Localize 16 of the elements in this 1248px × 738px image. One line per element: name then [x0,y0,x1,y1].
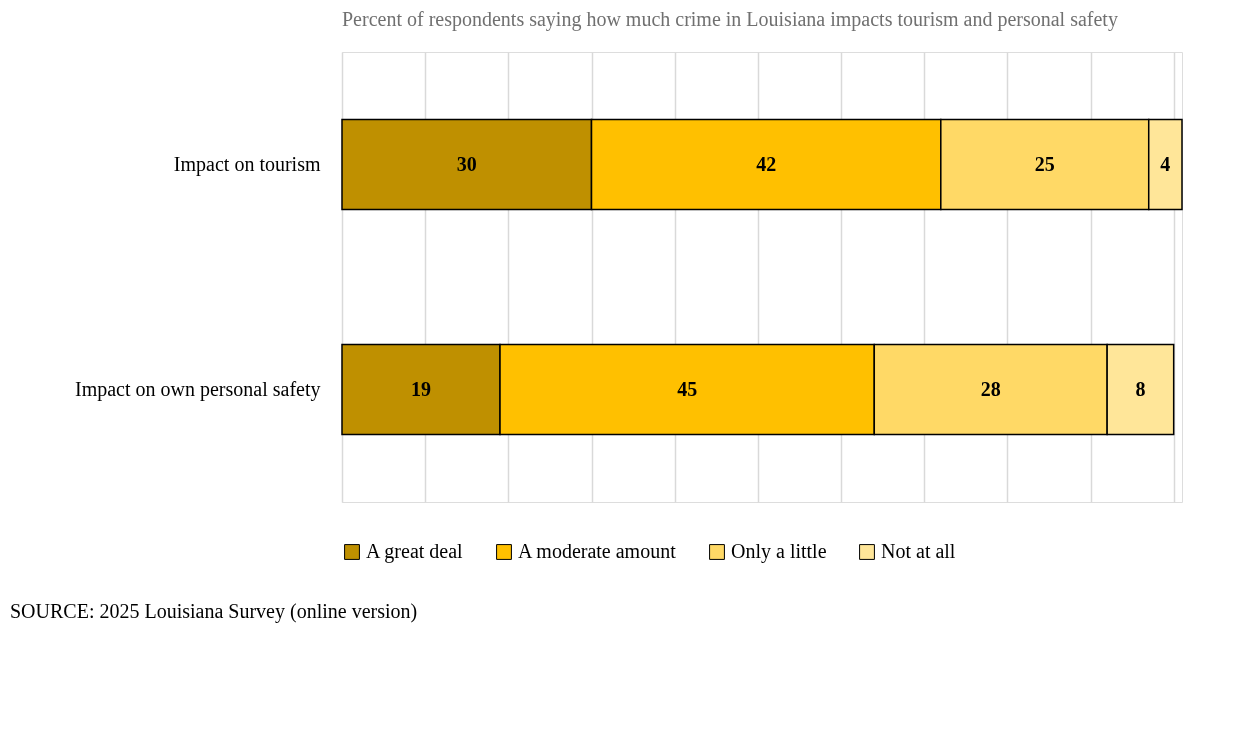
legend-label: A moderate amount [518,540,677,562]
data-label: 25 [1034,152,1055,175]
source-note: SOURCE: 2025 Louisiana Survey (online version) [10,600,418,623]
chart-title: Percent of respondents saying how much crime in Louisiana impacts tourism and personal safety [342,8,1118,31]
data-label: 4 [1160,152,1171,175]
legend-label: Not at all [881,540,956,562]
y-tick-label: Impact on own personal safety [75,377,321,401]
y-tick-label: Impact on tourism [173,152,321,176]
data-label: 19 [411,377,432,400]
data-label: 28 [980,377,1001,400]
legend-label: Only a little [731,540,827,563]
data-label: 42 [756,152,777,175]
legend-label: A great deal [366,540,464,563]
data-label: 45 [677,377,698,400]
data-label: 30 [456,152,477,175]
data-label: 8 [1135,377,1146,400]
